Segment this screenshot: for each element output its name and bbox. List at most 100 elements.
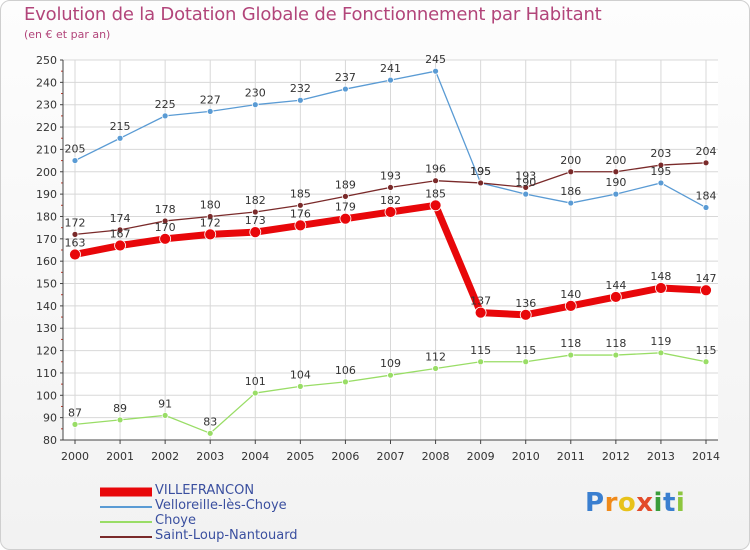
data-label-velloreille-les-choye: 184 [696,190,717,203]
data-label-choye: 118 [560,337,581,350]
data-label-velloreille-les-choye: 190 [605,176,626,189]
x-tick-label: 2007 [377,450,405,463]
data-point-saint-loup-nantouard [251,208,259,216]
data-point-villefrancon [204,228,217,241]
y-tick-label: 160 [36,255,57,268]
data-label-choye: 115 [470,344,491,357]
data-label-villefrancon: 147 [696,272,717,285]
data-label-saint-loup-nantouard: 203 [650,147,671,160]
y-tick-label: 240 [36,76,57,89]
y-tick-label: 120 [36,345,57,358]
data-point-saint-loup-nantouard [161,217,169,225]
data-label-choye: 106 [335,364,356,377]
data-label-villefrancon: 167 [110,228,131,241]
logo-letter: t [662,488,676,518]
data-label-villefrancon: 140 [560,288,581,301]
data-point-villefrancon [429,199,442,212]
data-label-villefrancon: 185 [425,187,446,200]
grid-layer [63,59,718,441]
data-point-choye [657,349,665,357]
data-point-choye [612,351,620,359]
data-label-choye: 115 [515,344,536,357]
data-point-velloreille-les-choye [387,76,394,84]
x-tick-label: 2002 [151,450,179,463]
data-point-saint-loup-nantouard [206,213,214,220]
data-label-velloreille-les-choye: 205 [65,143,86,156]
data-label-villefrancon: 172 [200,216,221,229]
data-label-velloreille-les-choye: 215 [110,120,131,133]
data-point-saint-loup-nantouard [296,201,304,209]
data-point-villefrancon [609,291,622,303]
y-tick-label: 220 [36,121,57,134]
data-point-choye [432,365,439,372]
data-label-villefrancon: 173 [245,214,266,227]
data-point-villefrancon [564,299,577,312]
logo-letter: i [653,488,663,518]
legend-swatch [100,487,152,496]
data-point-velloreille-les-choye [296,96,304,104]
chart-subtitle: (en € et par an) [24,28,111,41]
x-tick-label: 2013 [647,450,675,463]
data-label-villefrancon: 148 [650,270,671,283]
y-tick-label: 130 [36,322,57,335]
data-label-choye: 115 [696,344,717,357]
data-point-choye [342,378,349,386]
data-label-villefrancon: 163 [65,236,86,249]
x-tick-label: 2008 [422,450,450,463]
data-label-saint-loup-nantouard: 174 [110,212,131,225]
logo-letter: x [636,488,654,518]
x-tick-label: 2001 [106,450,134,463]
data-label-saint-loup-nantouard: 172 [65,216,86,229]
data-label-velloreille-les-choye: 232 [290,82,311,95]
y-tick-label: 250 [36,54,57,67]
data-point-villefrancon [474,306,487,319]
data-point-villefrancon [294,219,307,232]
data-label-saint-loup-nantouard: 200 [605,154,626,167]
x-tick-label: 2005 [286,450,314,463]
data-label-villefrancon: 136 [515,297,536,310]
data-point-saint-loup-nantouard [432,177,439,185]
data-label-villefrancon: 179 [335,201,356,214]
legend-swatch [100,535,152,538]
data-point-saint-loup-nantouard [387,184,394,191]
x-tick-label: 2010 [512,450,540,463]
data-point-velloreille-les-choye [567,199,575,207]
data-label-saint-loup-nantouard: 180 [200,198,221,211]
y-tick-label: 170 [36,233,57,246]
x-tick-label: 2004 [241,450,269,463]
y-tick-label: 180 [36,210,57,223]
data-label-saint-loup-nantouard: 196 [425,163,446,176]
data-point-villefrancon [249,226,262,239]
data-point-saint-loup-nantouard [477,179,485,187]
data-point-choye [387,371,394,379]
y-tick-label: 80 [43,434,57,447]
data-point-saint-loup-nantouard [116,226,124,234]
data-label-saint-loup-nantouard: 189 [335,178,356,191]
chart-title: Evolution de la Dotation Globale de Fonc… [24,4,602,25]
data-point-choye [702,358,710,366]
y-tick-label: 210 [36,143,57,156]
y-tick-label: 230 [36,99,57,112]
x-tick-label: 2009 [467,450,495,463]
y-tick-label: 100 [36,389,57,402]
data-point-villefrancon [339,212,352,225]
data-point-velloreille-les-choye [342,85,349,93]
data-label-velloreille-les-choye: 227 [200,93,221,106]
y-tick-label: 150 [36,278,57,291]
data-point-saint-loup-nantouard [702,159,710,167]
data-point-saint-loup-nantouard [71,230,79,238]
data-point-saint-loup-nantouard [612,168,620,176]
data-label-choye: 118 [605,337,626,350]
legend-swatch [100,520,152,523]
data-label-choye: 112 [425,350,446,363]
data-label-saint-loup-nantouard: 204 [696,145,717,158]
legend-label: VILLEFRANCON [155,483,255,498]
x-tick-label: 2012 [602,450,630,463]
logo-letter: r [604,488,618,518]
data-label-choye: 109 [380,357,401,370]
data-point-velloreille-les-choye [116,134,124,142]
data-point-velloreille-les-choye [432,67,439,75]
data-label-velloreille-les-choye: 230 [245,87,266,100]
data-point-villefrancon [384,206,397,218]
data-label-choye: 87 [68,406,82,419]
